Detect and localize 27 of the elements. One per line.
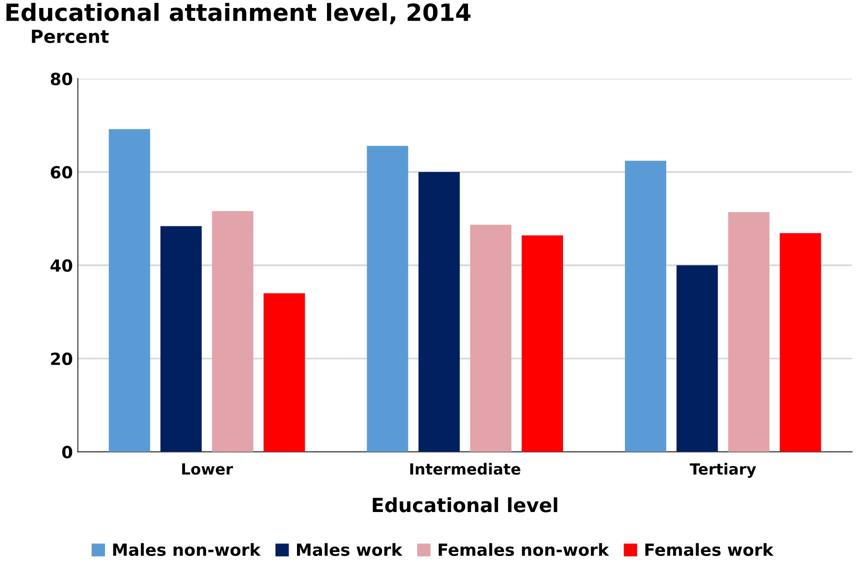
bar [470,224,512,452]
y-tick-label: 60 [50,166,72,179]
bar [624,160,666,452]
bar [160,226,202,452]
bar [212,211,254,452]
bar [522,235,563,452]
legend-label: Males work [297,543,403,556]
y-axis-title: Percent [32,30,109,44]
y-tick-label: 0 [62,446,72,458]
y-tick-label: 80 [50,72,72,86]
legend-label: Males non-work [113,543,261,556]
bar [780,233,822,452]
chart-title: Educational attainment level, 2014 [6,2,470,24]
bar [418,172,460,452]
bar [366,146,408,452]
x-tick-label: Lower [182,463,233,475]
x-tick-label: Intermediate [410,462,520,475]
bar [108,129,150,452]
legend-label: Females work [645,543,774,556]
bar [676,265,718,452]
legend-label: Females non-work [438,543,610,556]
x-axis-title: Educational level [372,497,558,512]
bar [264,293,305,452]
y-tick-label: 20 [51,352,72,366]
x-tick-label: Tertiary [690,462,756,478]
bar [728,212,770,452]
y-tick-label: 40 [50,259,72,272]
